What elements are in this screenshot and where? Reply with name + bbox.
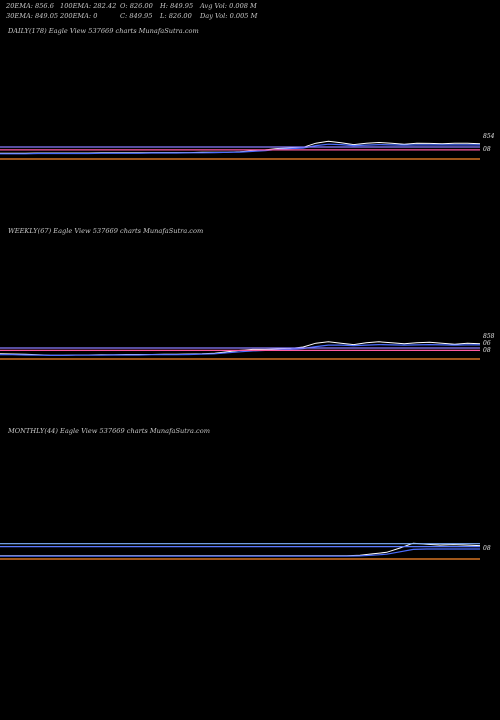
- series-line-1: [0, 343, 480, 356]
- header-col-ema-short: 20EMA: 856.6 30EMA: 849.05: [6, 1, 58, 21]
- daily-chart-title: DAILY(178) Eagle View 537669 charts Muna…: [8, 27, 199, 35]
- stat-close: C: 849.95: [120, 12, 153, 20]
- monthly-chart-title: MONTHLY(44) Eagle View 537669 charts Mun…: [8, 427, 210, 435]
- header-col-volume: Avg Vol: 0.008 M Day Vol: 0.005 M: [200, 1, 257, 21]
- price-tick-label: 854: [483, 133, 495, 140]
- stat-day-volume: Day Vol: 0.005 M: [200, 12, 258, 20]
- stat-open: O: 826.00: [120, 2, 153, 10]
- header-col-open-close: O: 826.00 C: 849.95: [120, 1, 153, 21]
- stat-low: L: 826.00: [160, 12, 192, 20]
- header-col-high-low: H: 849.95 L: 826.00: [160, 1, 193, 21]
- stat-high: H: 849.95: [160, 2, 194, 10]
- series-line-1: [0, 143, 480, 155]
- stat-100ema: 100EMA: 282.42: [60, 2, 117, 10]
- stat-avg-volume: Avg Vol: 0.008 M: [200, 2, 257, 10]
- weekly-chart-title: WEEKLY(67) Eagle View 537669 charts Muna…: [8, 227, 204, 235]
- series-line-1: [0, 548, 480, 557]
- price-tick-label: 08: [483, 545, 491, 552]
- stat-30ema: 30EMA: 849.05: [6, 12, 59, 20]
- stat-20ema: 20EMA: 856.6: [6, 2, 54, 10]
- daily-chart: 854 08: [0, 133, 495, 160]
- monthly-chart: 08: [0, 542, 491, 560]
- price-tick-label: 08: [483, 347, 491, 354]
- stat-200ema: 200EMA: 0: [60, 12, 98, 20]
- header-col-ema-long: 100EMA: 282.42 200EMA: 0: [60, 1, 116, 21]
- price-tick-label: 858: [483, 333, 495, 340]
- price-tick-label: 06: [483, 340, 491, 347]
- price-tick-label: 08: [483, 146, 491, 153]
- series-line-0: [0, 542, 481, 557]
